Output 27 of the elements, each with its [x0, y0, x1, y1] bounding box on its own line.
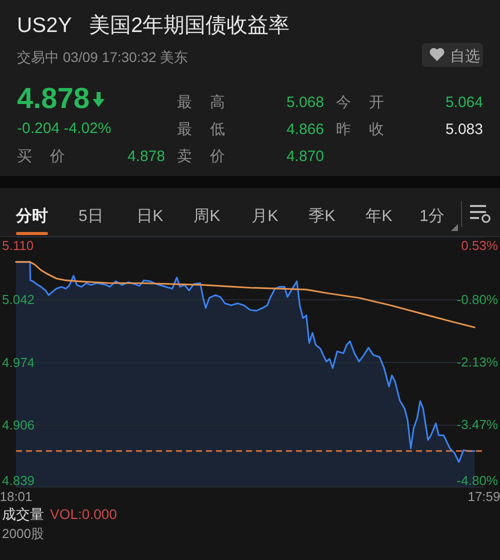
text: VOL:0.000: [50, 506, 118, 522]
text: 日K: [136, 208, 164, 225]
text: 2000股: [2, 526, 44, 541]
subtitle: 交易中 03/09 17:30:32 美东: [17, 49, 188, 65]
text: 最 高: [177, 94, 225, 111]
text: 季K: [308, 207, 336, 225]
text: 5.083: [445, 121, 483, 138]
text: 周K: [194, 208, 221, 225]
text: 最 低: [177, 121, 225, 138]
text: 4.878: [127, 148, 165, 165]
text: 成交量: [2, 506, 44, 522]
text: 今 开: [336, 94, 384, 111]
text: 5日: [78, 208, 104, 225]
text: 分时: [15, 207, 48, 225]
text: 5.064: [445, 94, 483, 111]
text: 4.866: [286, 121, 324, 138]
text: 年K: [366, 208, 393, 225]
text: 自选: [450, 48, 480, 65]
text: 1分: [420, 208, 444, 225]
text: 昨 收: [336, 121, 384, 138]
text: -0.204 -4.02%: [17, 120, 112, 137]
text: 月K: [252, 208, 279, 225]
text: 4.870: [286, 148, 324, 165]
text: 卖 价: [177, 148, 225, 165]
text: 买 价: [17, 148, 65, 165]
title: US2Y 美国2年期国债收益率: [17, 14, 290, 37]
text: 5.068: [286, 94, 324, 111]
